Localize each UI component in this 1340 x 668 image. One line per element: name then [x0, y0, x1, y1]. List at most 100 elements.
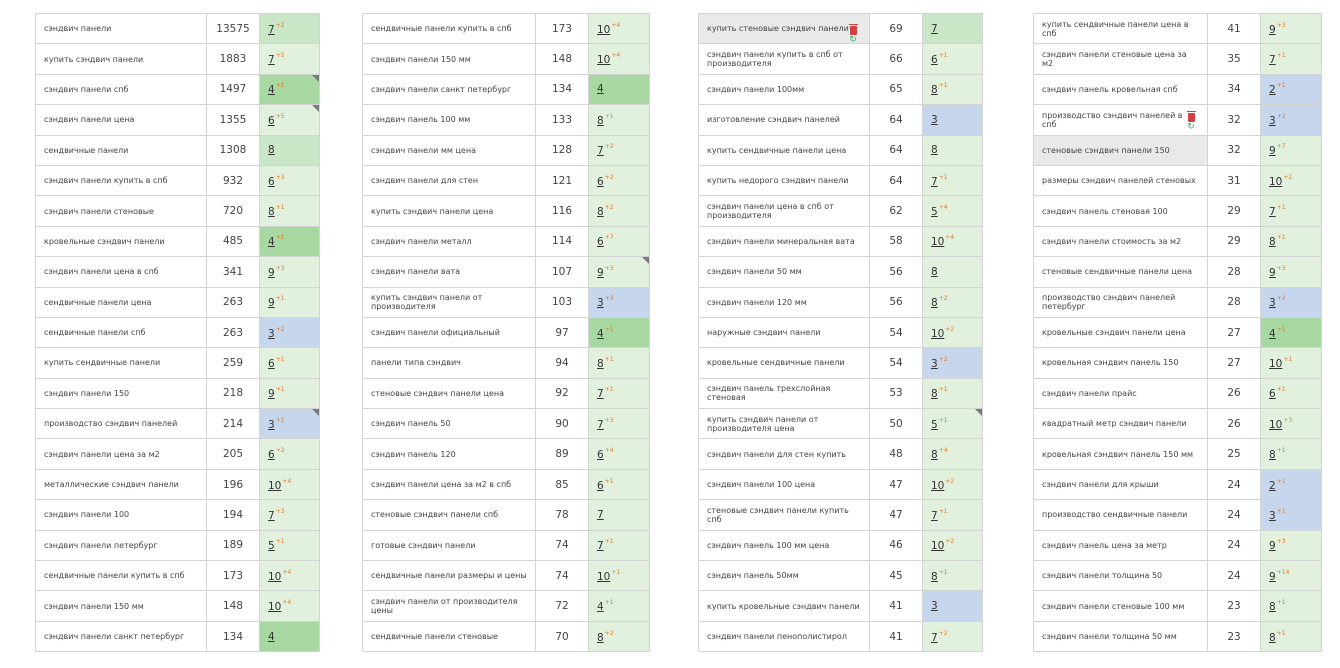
- position-value[interactable]: 6: [268, 114, 275, 127]
- position-value[interactable]: 7: [268, 54, 275, 67]
- position-value[interactable]: 6: [597, 479, 604, 492]
- position-value[interactable]: 8: [931, 265, 938, 278]
- trash-icon[interactable]: [1186, 110, 1196, 122]
- position-value[interactable]: 8: [1269, 601, 1276, 614]
- keyword-cell: купить стеновые сэндвич панели ↻: [698, 12, 870, 46]
- keyword-wrapper: сэндвич панели для крыши: [1042, 480, 1199, 489]
- position-value[interactable]: 7: [931, 509, 938, 522]
- position-value[interactable]: 8: [1269, 236, 1276, 249]
- position-value[interactable]: 3: [931, 357, 938, 370]
- position-value[interactable]: 8: [931, 570, 938, 583]
- position-value[interactable]: 2: [1269, 84, 1276, 97]
- position-value[interactable]: 7: [597, 388, 604, 401]
- position-value[interactable]: 6: [597, 175, 604, 188]
- position-value[interactable]: 4: [268, 630, 275, 643]
- position-value[interactable]: 2: [1269, 479, 1276, 492]
- position-value[interactable]: 9: [1269, 145, 1276, 158]
- position-value[interactable]: 8: [597, 206, 604, 219]
- table-row: купить недорого сэндвич панели 64 7+1: [698, 164, 983, 197]
- position-value[interactable]: 7: [597, 508, 604, 521]
- position-value[interactable]: 7: [931, 631, 938, 644]
- position-value[interactable]: 10: [931, 327, 945, 340]
- position-value[interactable]: 8: [268, 206, 275, 219]
- position-value[interactable]: 6: [268, 175, 275, 188]
- position-value[interactable]: 8: [931, 144, 938, 157]
- position-value[interactable]: 3: [1269, 297, 1276, 310]
- position-value[interactable]: 3: [268, 327, 275, 340]
- position-value[interactable]: 10: [1269, 175, 1283, 188]
- position-value[interactable]: 7: [597, 418, 604, 431]
- position-value[interactable]: 9: [1269, 540, 1276, 553]
- position-value[interactable]: 3: [268, 418, 275, 431]
- trash-icon[interactable]: [848, 24, 858, 36]
- table-row: сендвичные панели стеновые 70 8+2: [362, 620, 650, 653]
- position-value[interactable]: 4: [597, 601, 604, 614]
- position-value[interactable]: 5: [268, 540, 275, 553]
- position-value[interactable]: 7: [931, 175, 938, 188]
- position-value[interactable]: 6: [931, 54, 938, 67]
- position-cell: 4+1: [259, 73, 320, 106]
- position-value[interactable]: 4: [1269, 327, 1276, 340]
- refresh-icon[interactable]: ↻: [849, 35, 857, 46]
- table-row: сэндвич панель 50мм 45 8+1: [698, 560, 983, 592]
- position-value[interactable]: 3: [931, 600, 938, 613]
- position-cell: 8+4: [922, 438, 983, 470]
- position-value[interactable]: 3: [1269, 509, 1276, 522]
- position-cell: 9+7: [1260, 134, 1322, 166]
- position-value[interactable]: 8: [268, 144, 275, 157]
- position-value[interactable]: 7: [1269, 206, 1276, 219]
- position-value[interactable]: 7: [597, 540, 604, 553]
- position-value[interactable]: 7: [1269, 54, 1276, 67]
- position-value[interactable]: 10: [1269, 357, 1283, 370]
- position-value[interactable]: 8: [931, 84, 938, 97]
- position-value[interactable]: 10: [597, 23, 611, 36]
- position-value[interactable]: 8: [597, 357, 604, 370]
- position-value[interactable]: 8: [931, 449, 938, 462]
- position-value[interactable]: 9: [268, 388, 275, 401]
- position-value[interactable]: 8: [931, 388, 938, 401]
- position-value[interactable]: 9: [268, 297, 275, 310]
- position-value[interactable]: 10: [597, 54, 611, 67]
- position-value[interactable]: 10: [931, 540, 945, 553]
- position-value[interactable]: 7: [597, 145, 604, 158]
- position-value[interactable]: 3: [1269, 114, 1276, 127]
- position-value[interactable]: 4: [268, 84, 275, 97]
- position-value[interactable]: 10: [1269, 418, 1283, 431]
- position-value[interactable]: 9: [268, 266, 275, 279]
- position-value[interactable]: 10: [597, 570, 611, 583]
- position-value[interactable]: 9: [1269, 266, 1276, 279]
- position-value[interactable]: 6: [597, 236, 604, 249]
- position-value[interactable]: 8: [1269, 449, 1276, 462]
- position-cell: 9+3: [1260, 529, 1322, 562]
- keyword-cell: купить недорого сэндвич панели: [698, 164, 870, 197]
- position-value[interactable]: 8: [597, 631, 604, 644]
- position-value[interactable]: 9: [1269, 570, 1276, 583]
- position-value[interactable]: 5: [931, 206, 938, 219]
- position-value[interactable]: 3: [597, 297, 604, 310]
- frequency-cell: 69: [869, 12, 923, 45]
- position-value[interactable]: 6: [1269, 388, 1276, 401]
- position-value[interactable]: 3: [931, 113, 938, 126]
- position-value[interactable]: 9: [1269, 23, 1276, 36]
- position-value[interactable]: 7: [931, 22, 938, 35]
- position-value[interactable]: 8: [597, 114, 604, 127]
- position-value[interactable]: 10: [931, 479, 945, 492]
- position-value[interactable]: 10: [931, 236, 945, 249]
- position-value[interactable]: 4: [597, 83, 604, 96]
- position-value[interactable]: 10: [268, 570, 282, 583]
- position-value[interactable]: 10: [268, 479, 282, 492]
- refresh-icon[interactable]: ↻: [1187, 121, 1195, 132]
- keyword-wrapper: кровельная сэндвич панель 150 мм: [1042, 450, 1199, 459]
- position-value[interactable]: 6: [268, 449, 275, 462]
- position-value[interactable]: 4: [268, 236, 275, 249]
- position-value[interactable]: 5: [931, 418, 938, 431]
- position-value[interactable]: 8: [931, 297, 938, 310]
- position-value[interactable]: 6: [268, 357, 275, 370]
- position-value[interactable]: 6: [597, 449, 604, 462]
- position-value[interactable]: 10: [268, 601, 282, 614]
- position-value[interactable]: 4: [597, 327, 604, 340]
- position-value[interactable]: 7: [268, 23, 275, 36]
- position-value[interactable]: 8: [1269, 631, 1276, 644]
- position-value[interactable]: 9: [597, 266, 604, 279]
- position-value[interactable]: 7: [268, 509, 275, 522]
